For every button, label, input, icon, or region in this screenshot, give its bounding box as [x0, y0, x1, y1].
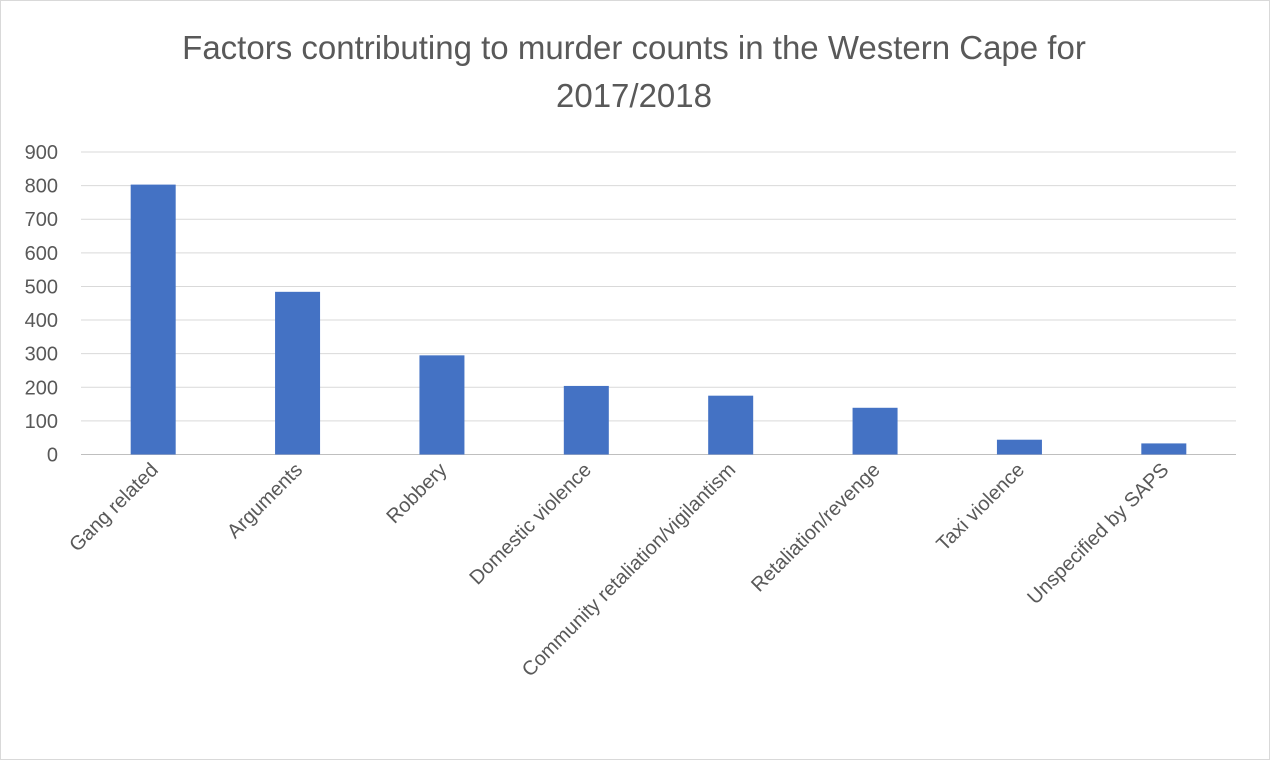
- y-tick-label: 900: [25, 142, 58, 164]
- gridlines: [81, 151, 1236, 455]
- chart-title-line-2: 2017/2018: [556, 77, 712, 114]
- chart-title-line-1: Factors contributing to murder counts in…: [182, 29, 1086, 66]
- x-axis-category-labels: Gang related Arguments Robbery Domestic vio…: [65, 459, 1173, 681]
- bar-domestic-violence: [563, 385, 609, 455]
- y-tick-label: 600: [25, 243, 58, 265]
- y-tick-label: 300: [25, 344, 58, 366]
- x-category-label: Taxi violence: [932, 459, 1029, 556]
- bar-community-retaliation-vigilantism: [708, 395, 754, 455]
- bar-robbery: [419, 355, 465, 455]
- x-category-label: Domestic violence: [466, 459, 596, 589]
- x-category-label: Retaliation/revenge: [747, 459, 884, 596]
- bar-taxi-violence: [996, 439, 1042, 455]
- x-category-label: Robbery: [382, 459, 451, 528]
- y-tick-label: 0: [47, 445, 58, 467]
- bar-unspecified-by-saps: [1141, 443, 1187, 455]
- x-category-label: Unspecified by SAPS: [1023, 459, 1173, 609]
- y-tick-label: 400: [25, 310, 58, 332]
- y-tick-label: 100: [25, 411, 58, 433]
- bar-retaliation-revenge: [852, 407, 898, 455]
- y-tick-label: 500: [25, 276, 58, 298]
- y-tick-label: 800: [25, 176, 58, 198]
- bars: [130, 184, 1187, 455]
- y-axis-tick-labels: 0 100 200 300 400 500 600 700 800 900: [25, 142, 58, 467]
- x-category-label: Gang related: [65, 459, 162, 556]
- y-tick-label: 700: [25, 209, 58, 231]
- bar-gang-related: [130, 184, 176, 455]
- y-tick-label: 200: [25, 377, 58, 399]
- x-category-label: Arguments: [223, 459, 307, 543]
- bar-arguments: [275, 291, 321, 455]
